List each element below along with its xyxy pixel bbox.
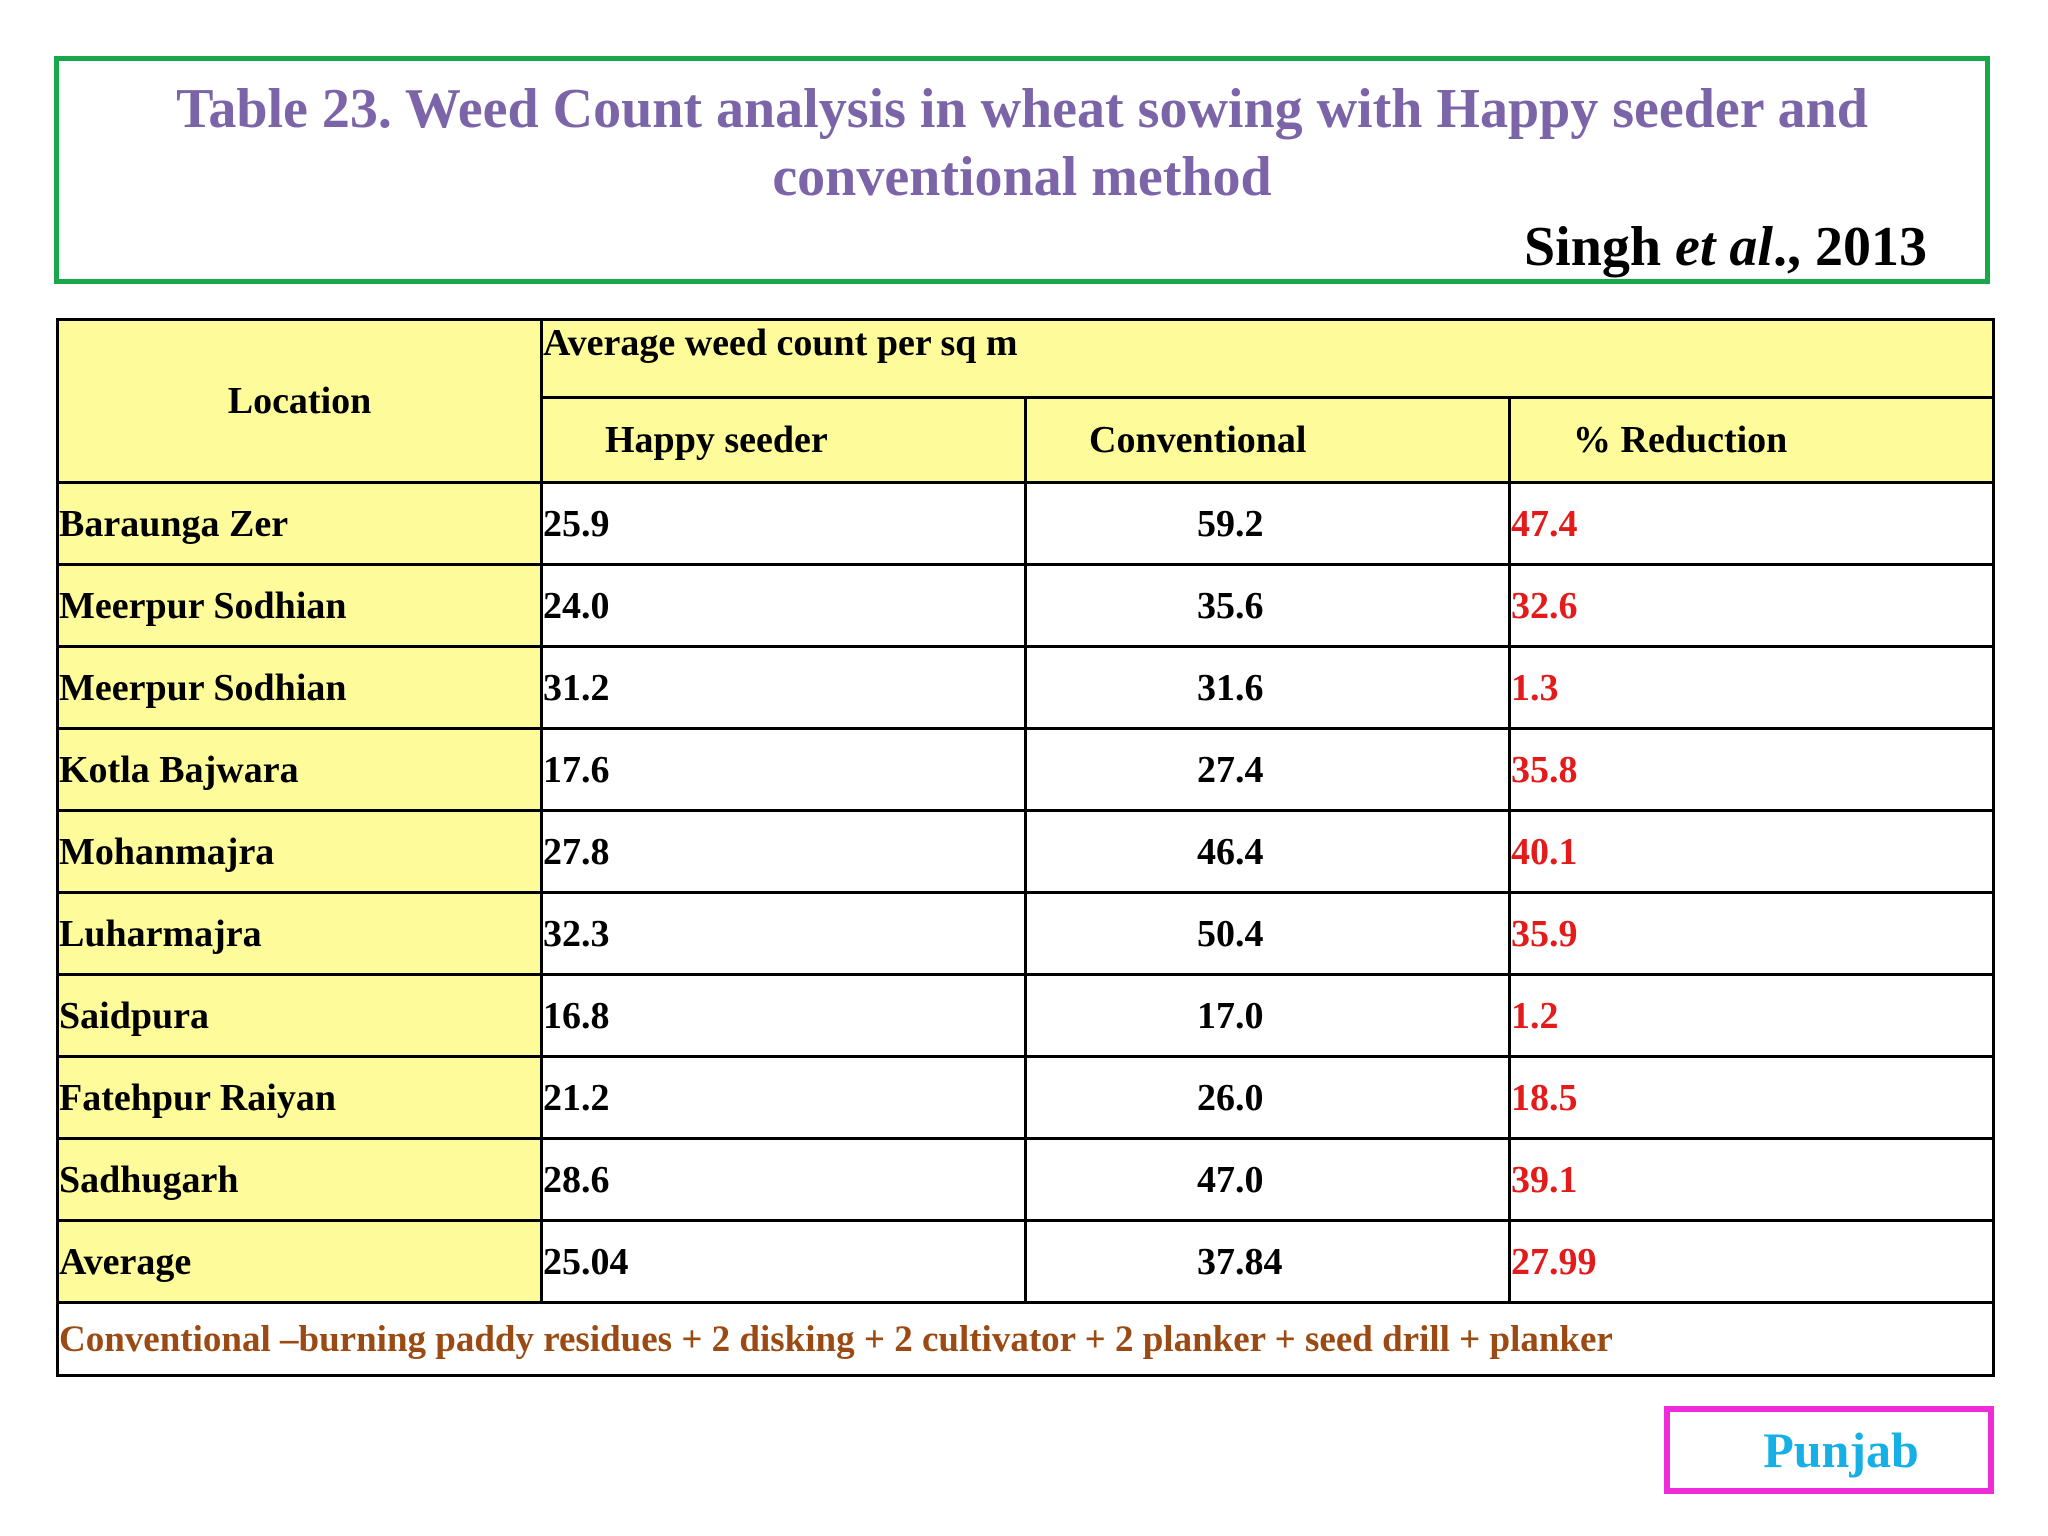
table-row: Luharmajra 32.3 50.4 35.9 (56, 891, 1996, 976)
conventional-cell: 35.6 (1024, 563, 1511, 648)
happy-seeder-cell: 25.04 (540, 1219, 1027, 1304)
table-row: Baraunga Zer 25.9 59.2 47.4 (56, 481, 1996, 566)
happy-seeder-cell: 27.8 (540, 809, 1027, 894)
citation-et-al: et al (1675, 216, 1773, 278)
location-cell: Average (56, 1219, 543, 1304)
reduction-cell: 32.6 (1507, 563, 1996, 648)
table-row: Fatehpur Raiyan 21.2 26.0 18.5 (56, 1055, 1996, 1140)
reduction-cell: 18.5 (1507, 1055, 1996, 1140)
table-row: Mohanmajra 27.8 46.4 40.1 (56, 809, 1996, 894)
happy-seeder-cell: 24.0 (540, 563, 1027, 648)
conventional-cell: 59.2 (1024, 481, 1511, 566)
happy-seeder-cell: 25.9 (540, 481, 1027, 566)
location-cell: Sadhugarh (56, 1137, 543, 1222)
table-row: Saidpura 16.8 17.0 1.2 (56, 973, 1996, 1058)
conventional-cell: 27.4 (1024, 727, 1511, 812)
conventional-header: Conventional (1024, 396, 1511, 484)
title-box: Table 23. Weed Count analysis in wheat s… (54, 56, 1990, 284)
reduction-cell: 35.8 (1507, 727, 1996, 812)
citation: Singh et al., 2013 (1524, 213, 1927, 281)
location-cell: Luharmajra (56, 891, 543, 976)
conventional-cell: 46.4 (1024, 809, 1511, 894)
table-title-line-1: Table 23. Weed Count analysis in wheat s… (176, 78, 1868, 140)
conventional-cell: 37.84 (1024, 1219, 1511, 1304)
location-cell: Fatehpur Raiyan (56, 1055, 543, 1140)
conventional-cell: 47.0 (1024, 1137, 1511, 1222)
conventional-cell: 31.6 (1024, 645, 1511, 730)
table-footnote: Conventional –burning paddy residues + 2… (55, 1301, 1996, 1377)
happy-seeder-cell: 31.2 (540, 645, 1027, 730)
table-row: Meerpur Sodhian 31.2 31.6 1.3 (56, 645, 1996, 730)
reduction-cell: 47.4 (1507, 481, 1996, 566)
table-row: Kotla Bajwara 17.6 27.4 35.8 (56, 727, 1996, 812)
reduction-cell: 1.3 (1507, 645, 1996, 730)
happy-seeder-cell: 21.2 (540, 1055, 1027, 1140)
conventional-cell: 50.4 (1024, 891, 1511, 976)
conventional-cell: 17.0 (1024, 973, 1511, 1058)
reduction-cell: 27.99 (1507, 1219, 1996, 1304)
location-cell: Meerpur Sodhian (56, 645, 543, 730)
happy-seeder-cell: 28.6 (540, 1137, 1027, 1222)
weed-count-table: Location Average weed count per sq m Hap… (55, 318, 1996, 1377)
reduction-cell: 35.9 (1507, 891, 1996, 976)
citation-author: Singh (1524, 216, 1676, 278)
avg-weed-count-header: Average weed count per sq m (539, 318, 1996, 399)
location-cell: Kotla Bajwara (56, 727, 543, 812)
average-row: Average 25.04 37.84 27.99 (56, 1219, 1996, 1304)
reduction-cell: 1.2 (1507, 973, 1996, 1058)
location-cell: Mohanmajra (56, 809, 543, 894)
reduction-header: % Reduction (1507, 396, 1996, 484)
location-header: Location (56, 318, 543, 484)
conventional-cell: 26.0 (1024, 1055, 1511, 1140)
reduction-cell: 39.1 (1507, 1137, 1996, 1222)
table-title-line-2: conventional method (772, 146, 1272, 208)
region-badge: Punjab (1664, 1406, 1994, 1494)
happy-seeder-cell: 32.3 (540, 891, 1027, 976)
happy-seeder-cell: 16.8 (540, 973, 1027, 1058)
reduction-cell: 40.1 (1507, 809, 1996, 894)
table-row: Meerpur Sodhian 24.0 35.6 32.6 (56, 563, 1996, 648)
happy-seeder-cell: 17.6 (540, 727, 1027, 812)
location-cell: Saidpura (56, 973, 543, 1058)
happy-seeder-header: Happy seeder (540, 396, 1027, 484)
table-row: Sadhugarh 28.6 47.0 39.1 (56, 1137, 1996, 1222)
citation-year: ., 2013 (1773, 216, 1927, 278)
location-cell: Meerpur Sodhian (56, 563, 543, 648)
location-cell: Baraunga Zer (56, 481, 543, 566)
